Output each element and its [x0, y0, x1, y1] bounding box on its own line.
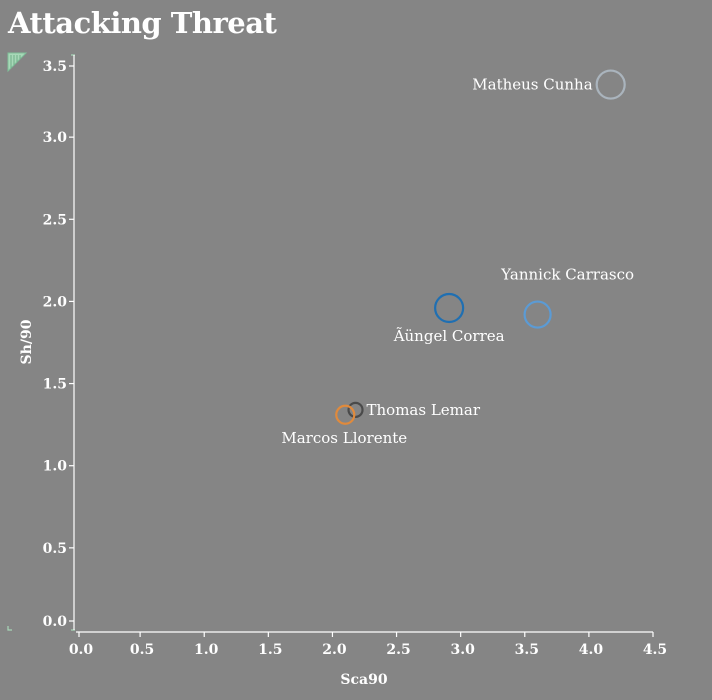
y-tick-label: 0.0 — [43, 614, 68, 630]
x-tick-label: 1.5 — [258, 642, 282, 658]
y-tick-label: 0.5 — [43, 541, 67, 557]
x-tick-label: 3.5 — [515, 642, 539, 658]
x-tick-label: 4.0 — [579, 642, 604, 658]
x-tick-label: 2.5 — [386, 642, 410, 658]
y-axis: 0.0 0.5 1.0 1.5 2.0 2.5 3.0 3.5 — [43, 55, 75, 630]
y-tick-label: 1.0 — [43, 459, 68, 475]
scatter-point[interactable]: Ãüngel Correa — [393, 292, 505, 345]
x-tick-label: 3.0 — [450, 642, 475, 658]
point-label: Marcos Llorente — [281, 429, 407, 447]
chart-title: Attacking Threat — [8, 6, 277, 40]
point-label: Matheus Cunha — [472, 76, 592, 94]
x-axis: 0.0 0.5 1.0 1.5 2.0 2.5 3.0 3.5 4.0 4.5 — [69, 631, 667, 658]
point-marker[interactable] — [335, 404, 356, 425]
point-marker[interactable] — [595, 69, 626, 100]
y-tick-label: 2.5 — [43, 212, 67, 228]
x-axis-label: Sca90 — [340, 672, 387, 688]
point-marker[interactable] — [434, 292, 465, 324]
axis-marker-icon — [7, 626, 12, 631]
point-marker[interactable] — [347, 401, 364, 418]
scatter-point[interactable]: Matheus Cunha — [472, 69, 626, 100]
y-tick-label: 1.5 — [43, 377, 67, 393]
y-axis-label: Sh/90 — [19, 319, 35, 364]
x-tick-label: 0.0 — [69, 642, 94, 658]
corner-brush-icon[interactable] — [7, 52, 28, 73]
y-tick-label: 3.5 — [43, 59, 67, 75]
x-tick-label: 2.0 — [322, 642, 347, 658]
point-label: Thomas Lemar — [367, 401, 481, 419]
x-tick-label: 1.0 — [194, 642, 219, 658]
point-marker[interactable] — [523, 300, 552, 329]
scatter-point[interactable]: Marcos Llorente — [281, 404, 407, 447]
y-tick-label: 3.0 — [43, 130, 68, 146]
data-points: Matheus Cunha Yannick Carrasco Ãüngel Corr… — [281, 69, 634, 447]
point-label: Ãüngel Correa — [393, 327, 505, 345]
y-tick-label: 2.0 — [43, 294, 68, 310]
scatter-point[interactable]: Yannick Carrasco — [500, 266, 634, 329]
point-label: Yannick Carrasco — [500, 266, 634, 284]
scatter-point[interactable]: Thomas Lemar — [347, 401, 481, 419]
x-tick-label: 4.5 — [643, 642, 667, 658]
x-tick-label: 0.5 — [130, 642, 154, 658]
